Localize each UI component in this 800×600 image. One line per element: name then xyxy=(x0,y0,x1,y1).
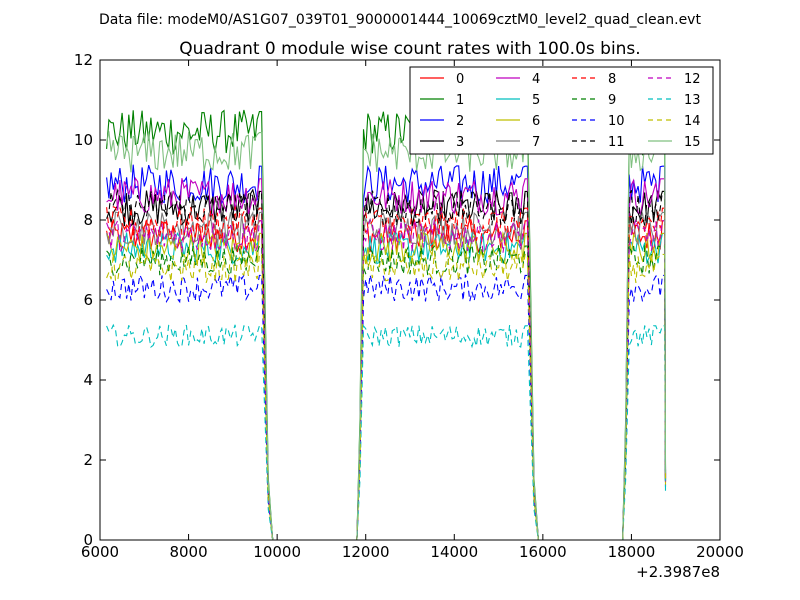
series-line-8 xyxy=(106,205,667,540)
x-tick-label: 16000 xyxy=(519,543,567,561)
x-tick-label: 20000 xyxy=(696,543,744,561)
x-tick-label: 18000 xyxy=(608,543,656,561)
x-tick-label: 8000 xyxy=(169,543,207,561)
y-tick-label: 8 xyxy=(83,211,93,229)
series-line-4 xyxy=(106,176,667,540)
legend-label: 11 xyxy=(608,135,625,150)
series-line-2 xyxy=(106,164,667,540)
series-line-15 xyxy=(106,129,667,540)
series-line-5 xyxy=(106,231,667,540)
y-tick-label: 0 xyxy=(83,531,93,549)
legend-label: 0 xyxy=(456,72,464,87)
legend-label: 10 xyxy=(608,114,625,129)
series-layer xyxy=(106,109,667,540)
y-tick-label: 6 xyxy=(83,291,93,309)
legend-box xyxy=(409,66,714,155)
legend-label: 13 xyxy=(684,93,701,108)
x-offset-label: +2.3987e8 xyxy=(636,563,720,581)
x-tick-label: 6000 xyxy=(81,543,119,561)
series-line-9 xyxy=(106,242,667,540)
y-tick-label: 4 xyxy=(83,371,93,389)
series-line-11 xyxy=(106,188,667,540)
x-tick-label: 10000 xyxy=(253,543,301,561)
legend-label: 15 xyxy=(684,135,701,150)
legend-label: 1 xyxy=(456,93,464,108)
series-line-12 xyxy=(106,217,667,540)
x-axis: 6000 8000 10000 12000 14000 16000 18000 20000 xyxy=(81,60,744,561)
legend-label: 3 xyxy=(456,135,464,150)
y-tick-label: 12 xyxy=(74,51,93,69)
x-tick-label: 12000 xyxy=(342,543,390,561)
legend-label: 4 xyxy=(532,72,540,87)
legend-label: 12 xyxy=(684,72,701,87)
legend-label: 14 xyxy=(684,114,701,129)
series-line-14 xyxy=(106,252,667,540)
chart-title: Quadrant 0 module wise count rates with … xyxy=(179,39,640,59)
series-line-13 xyxy=(106,323,667,540)
legend-label: 6 xyxy=(532,114,540,129)
series-line-10 xyxy=(106,273,667,540)
legend-label: 7 xyxy=(532,135,540,150)
chart-suptitle: Data file: modeM0/AS1G07_039T01_90000014… xyxy=(99,12,701,28)
x-tick-label: 14000 xyxy=(430,543,478,561)
series-line-6 xyxy=(106,231,667,540)
y-tick-label: 2 xyxy=(83,451,93,469)
series-line-0 xyxy=(106,219,667,540)
legend-label: 2 xyxy=(456,114,464,129)
legend-label: 8 xyxy=(608,72,616,87)
legend-label: 5 xyxy=(532,93,540,108)
y-tick-label: 10 xyxy=(74,131,93,149)
legend-label: 9 xyxy=(608,93,616,108)
